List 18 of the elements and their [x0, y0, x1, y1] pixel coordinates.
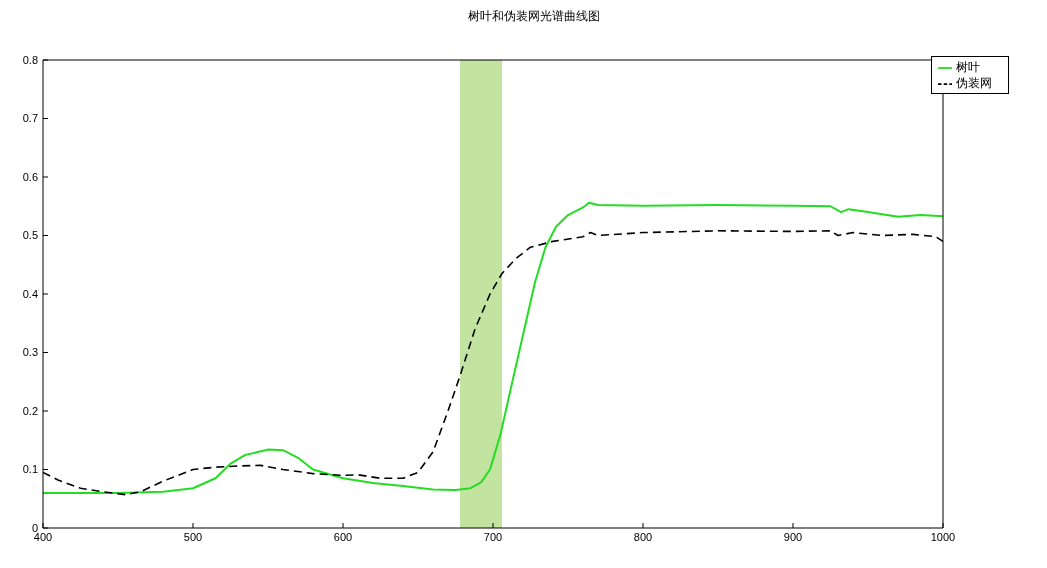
chart-title: 树叶和伪装网光谱曲线图: [466, 8, 601, 25]
y-tick-label: 0.5: [22, 229, 38, 242]
y-tick-label: 0.4: [22, 287, 38, 300]
y-tick-label: 0.2: [22, 404, 38, 417]
x-tick-label: 700: [483, 530, 503, 543]
x-tick-label: 500: [183, 530, 203, 543]
y-tick-label: 0: [31, 521, 38, 534]
legend-label: 树叶: [956, 60, 980, 74]
x-tick-label: 800: [633, 530, 653, 543]
x-tick-label: 1000: [930, 530, 956, 543]
y-tick-label: 0.8: [22, 53, 38, 66]
y-tick-label: 0.3: [22, 346, 38, 359]
y-tick-label: 0.1: [22, 463, 38, 476]
x-tick-label: 900: [783, 530, 803, 543]
x-tick-label: 600: [333, 530, 353, 543]
legend-label: 伪装网: [956, 76, 992, 90]
y-tick-label: 0.6: [22, 170, 38, 183]
y-tick-label: 0.7: [22, 112, 38, 125]
